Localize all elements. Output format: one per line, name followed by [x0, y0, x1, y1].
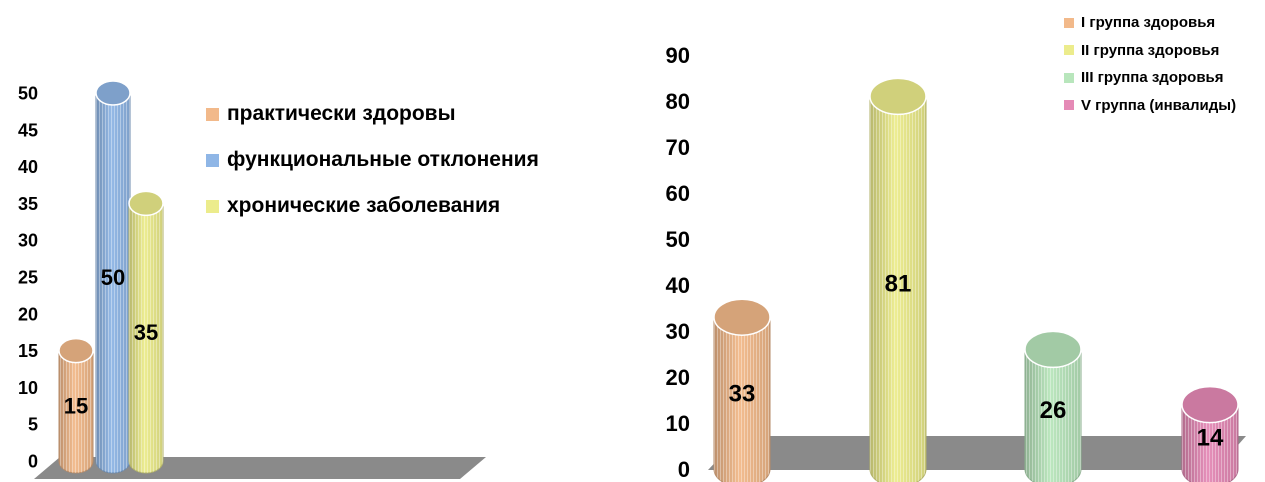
y-tick-label: 30	[666, 319, 690, 344]
y-tick-label: 5	[28, 415, 38, 435]
chart-left-legend: практически здоровы функциональные откло…	[206, 91, 539, 229]
y-tick-label: 50	[666, 227, 690, 252]
legend-label: хронические заболевания	[227, 194, 501, 217]
y-tick-label: 60	[666, 181, 690, 206]
legend-item: V группа (инвалиды)	[1064, 92, 1236, 120]
data-label: 15	[64, 394, 88, 419]
legend-item: функциональные отклонения	[206, 137, 539, 183]
bar-1	[713, 298, 771, 482]
y-tick-label: 40	[18, 157, 38, 177]
y-tick-label: 80	[666, 89, 690, 114]
y-tick-label: 15	[18, 341, 38, 361]
data-label: 35	[134, 320, 158, 345]
legend-swatch-peach	[206, 107, 219, 121]
legend-item: II группа здоровья	[1064, 37, 1236, 65]
chart-floor	[708, 436, 1246, 470]
legend-label: V группа (инвалиды)	[1081, 96, 1237, 114]
legend-swatch-yellow	[1064, 45, 1074, 56]
legend-swatch-green	[1064, 72, 1074, 83]
data-label: 50	[101, 265, 125, 290]
y-tick-label: 40	[666, 273, 690, 298]
data-label: 14	[1197, 424, 1224, 451]
chart-right: 0 10 20 30 40 50 60 70 80 90 33 81 26 14	[666, 43, 1246, 482]
legend-swatch-peach	[1064, 17, 1074, 28]
data-label: 26	[1040, 397, 1067, 424]
y-tick-label: 70	[666, 135, 690, 160]
legend-item: практически здоровы	[206, 91, 539, 137]
legend-label: практически здоровы	[227, 102, 456, 125]
legend-swatch-blue	[206, 153, 219, 167]
legend-label: функциональные отклонения	[227, 148, 539, 171]
legend-item: хронические заболевания	[206, 183, 539, 229]
legend-swatch-pink	[1064, 100, 1074, 111]
y-tick-label: 90	[666, 43, 690, 68]
bar-3	[128, 190, 164, 474]
legend-item: I группа здоровья	[1064, 9, 1236, 37]
data-label: 81	[885, 270, 912, 297]
y-tick-label: 30	[18, 231, 38, 251]
y-tick-label: 35	[18, 194, 38, 214]
y-tick-label: 20	[18, 304, 38, 324]
legend-item: III группа здоровья	[1064, 64, 1236, 92]
legend-swatch-yellow	[206, 199, 219, 213]
legend-label: III группа здоровья	[1081, 69, 1224, 87]
y-tick-label: 0	[28, 451, 38, 471]
y-tick-label: 0	[678, 457, 690, 482]
data-label: 33	[729, 381, 756, 408]
y-tick-label: 10	[666, 411, 690, 436]
chart-left: 0 5 10 15 20 25 30 35 40 45 50 15 50 35	[18, 80, 486, 479]
y-tick-label: 10	[18, 378, 38, 398]
y-tick-label: 25	[18, 267, 38, 287]
bar-4	[1181, 385, 1239, 482]
legend-label: II группа здоровья	[1081, 41, 1220, 59]
y-tick-label: 20	[666, 365, 690, 390]
bar-2	[869, 77, 927, 482]
y-tick-label: 45	[18, 120, 38, 140]
bar-1	[58, 337, 94, 474]
bar-2	[95, 80, 131, 474]
legend-label: I группа здоровья	[1081, 14, 1216, 32]
bar-3	[1024, 330, 1082, 482]
y-tick-label: 50	[18, 83, 38, 103]
chart-right-legend: I группа здоровья II группа здоровья III…	[1064, 9, 1236, 119]
